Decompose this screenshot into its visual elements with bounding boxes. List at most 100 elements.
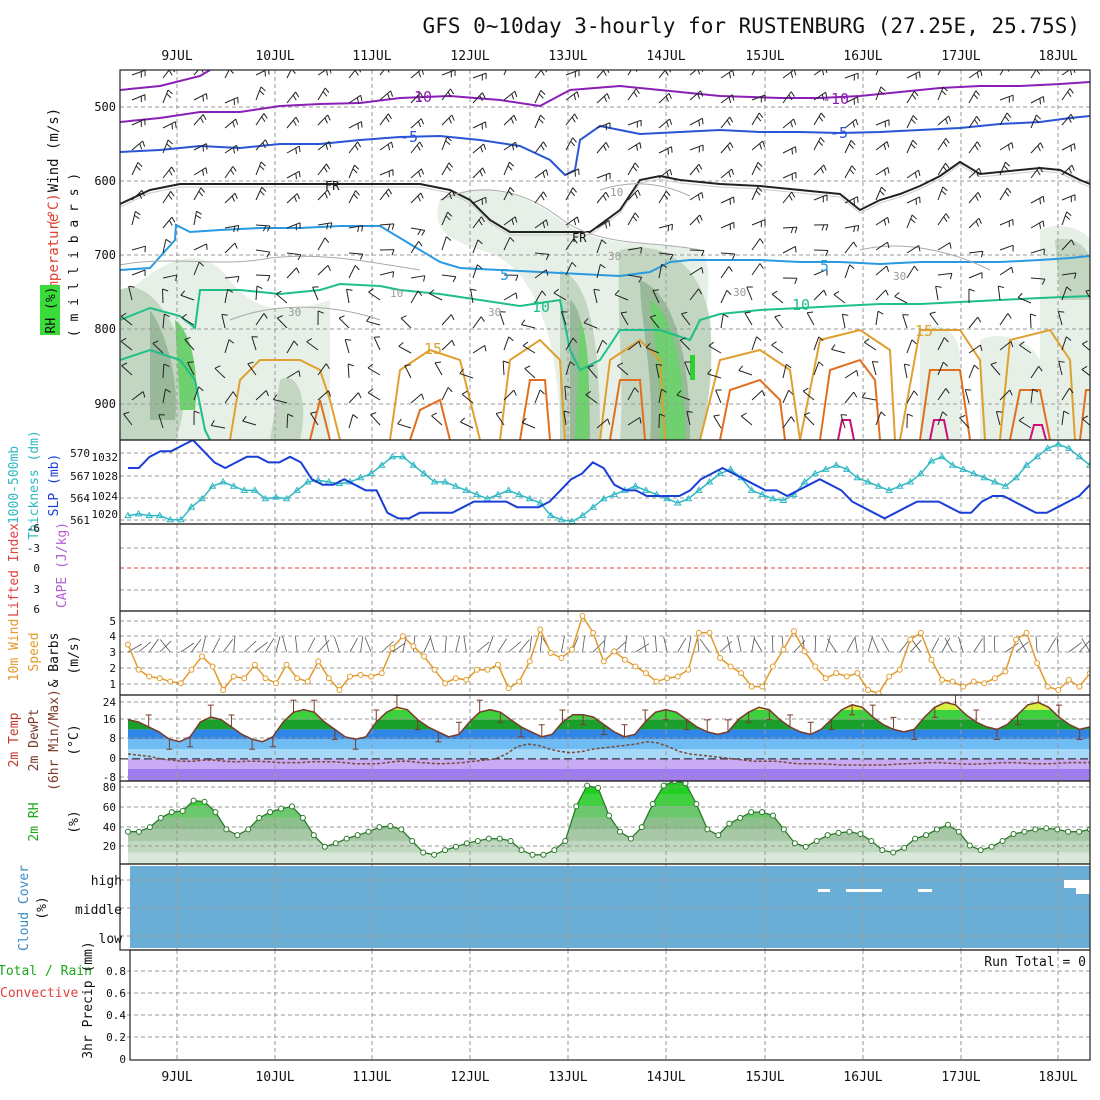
rh2m-point: [726, 820, 733, 827]
date-label-top: 14JUL: [646, 49, 685, 64]
thickness-point: [959, 465, 968, 472]
rh2m-point: [671, 781, 678, 784]
svg-text:24: 24: [103, 696, 117, 709]
thickness-point: [515, 490, 524, 498]
wind10-point: [907, 636, 914, 643]
cloud-levels: high middle low: [75, 874, 122, 947]
wind10-point: [537, 626, 544, 633]
rh2m-point: [693, 801, 700, 808]
run-total: Run Total = 0: [984, 955, 1086, 970]
precip-grid: [120, 950, 1090, 1060]
wind10-point: [251, 661, 258, 668]
rh2m-point: [125, 828, 131, 835]
cloud-grid: [120, 864, 1090, 950]
thickness-point: [599, 494, 608, 502]
svg-text:700: 700: [94, 248, 116, 262]
rh2m-point: [835, 829, 842, 836]
rh2m-point: [627, 835, 634, 842]
rh2m-point: [234, 832, 241, 839]
wind10-point: [917, 629, 924, 636]
svg-text:4: 4: [109, 630, 116, 643]
svg-text:2m RH: 2m RH: [27, 802, 42, 841]
wind10-point: [621, 656, 628, 663]
svg-text:Convective: Convective: [0, 986, 78, 1001]
svg-text:800: 800: [94, 322, 116, 336]
thickness-point: [430, 478, 439, 485]
thickness-point: [980, 473, 989, 481]
svg-text:-6: -6: [27, 522, 40, 535]
wind10-point: [569, 646, 575, 653]
temp2m-ylabel: 2m Temp 2m DewPt (6hr Min/Max) (°C): [7, 689, 82, 791]
rh2m-point: [398, 826, 405, 833]
thickness-point: [282, 494, 291, 502]
rh2m-point: [343, 835, 350, 842]
label-rh30-a: 30: [288, 306, 301, 319]
rh2m-point: [146, 824, 153, 831]
thickness-point: [525, 494, 534, 502]
thickness-point: [546, 511, 555, 519]
wind10-point: [336, 686, 343, 693]
wind10-point: [315, 658, 322, 665]
wind10-point: [727, 663, 734, 670]
wind10-point: [399, 633, 406, 640]
wind10-point: [1087, 670, 1090, 677]
slp-line: [128, 440, 1090, 520]
date-label-bottom: 14JUL: [646, 1070, 685, 1085]
temp-band: [128, 758, 1090, 769]
label-wind: Wind (m/s): [46, 108, 62, 192]
chart-title: GFS 0~10day 3-hourly for RUSTENBURG (27.…: [423, 14, 1080, 38]
rh2m-point: [540, 851, 547, 858]
wind10-frame: [119, 610, 1091, 696]
thickness-point: [1086, 461, 1090, 468]
upper-air-panel: -10 -10 -5 -5 FR FR 5 5 10 10 15 15 10 1…: [40, 69, 1091, 441]
thickness-point: [716, 469, 724, 477]
rh2m-point: [518, 847, 525, 854]
svg-text:Speed: Speed: [27, 632, 42, 671]
wind10-point: [431, 666, 438, 673]
thickness-point: [916, 469, 925, 477]
rh2m-point: [933, 826, 940, 833]
temp-band: [128, 749, 1090, 759]
wind10-point: [653, 678, 660, 685]
thickness-point: [208, 482, 217, 489]
thickness-point: [758, 490, 767, 498]
svg-text:567: 567: [70, 470, 90, 483]
wind10-point: [843, 673, 850, 680]
thickness-point: [610, 490, 619, 498]
rh2m-point: [791, 840, 798, 847]
svg-text:(m/s): (m/s): [67, 635, 82, 674]
rh2m-point: [966, 842, 973, 849]
wind10-point: [421, 653, 427, 660]
wind10-point: [484, 666, 491, 673]
wind10-markers: [125, 613, 1090, 695]
thickness-point: [1033, 452, 1042, 460]
thickness-point: [589, 503, 598, 510]
thickness-point: [155, 511, 164, 519]
rh2m-point: [868, 837, 875, 844]
label-rh30-d: 30: [733, 286, 746, 299]
rh2m-point: [616, 828, 623, 835]
precip-yticks: 0.8 0.6 0.4 0.2 0: [106, 965, 126, 1066]
thickness-point: [578, 511, 587, 519]
label-rh10-b: 10: [610, 186, 623, 199]
rh2m-point: [212, 809, 219, 816]
svg-text:80: 80: [103, 781, 116, 794]
wind10-point: [1055, 686, 1062, 693]
rh-band: [128, 817, 1090, 830]
wind10-point: [410, 643, 417, 650]
wind10-point: [304, 678, 311, 685]
wind10-point: [579, 613, 586, 620]
thickness-point: [779, 496, 788, 503]
wind10-point: [1065, 676, 1072, 683]
top-date-axis: 9JUL 10JUL 11JUL 12JUL 13JUL 14JUL 15JUL 16JUL 1…: [161, 49, 1077, 64]
wind10-point: [896, 666, 903, 673]
thickness-point: [441, 478, 450, 485]
rh2m-point: [638, 824, 645, 831]
rh2m-point: [769, 812, 776, 819]
thickness-point: [938, 452, 946, 460]
wind10-point: [886, 673, 893, 680]
rh2m-point: [988, 843, 995, 850]
date-label-top: 12JUL: [450, 49, 489, 64]
precip-ylabel: Total / Rain Convective 3hr Precip (mm): [0, 941, 96, 1058]
wind10-point: [188, 666, 195, 673]
